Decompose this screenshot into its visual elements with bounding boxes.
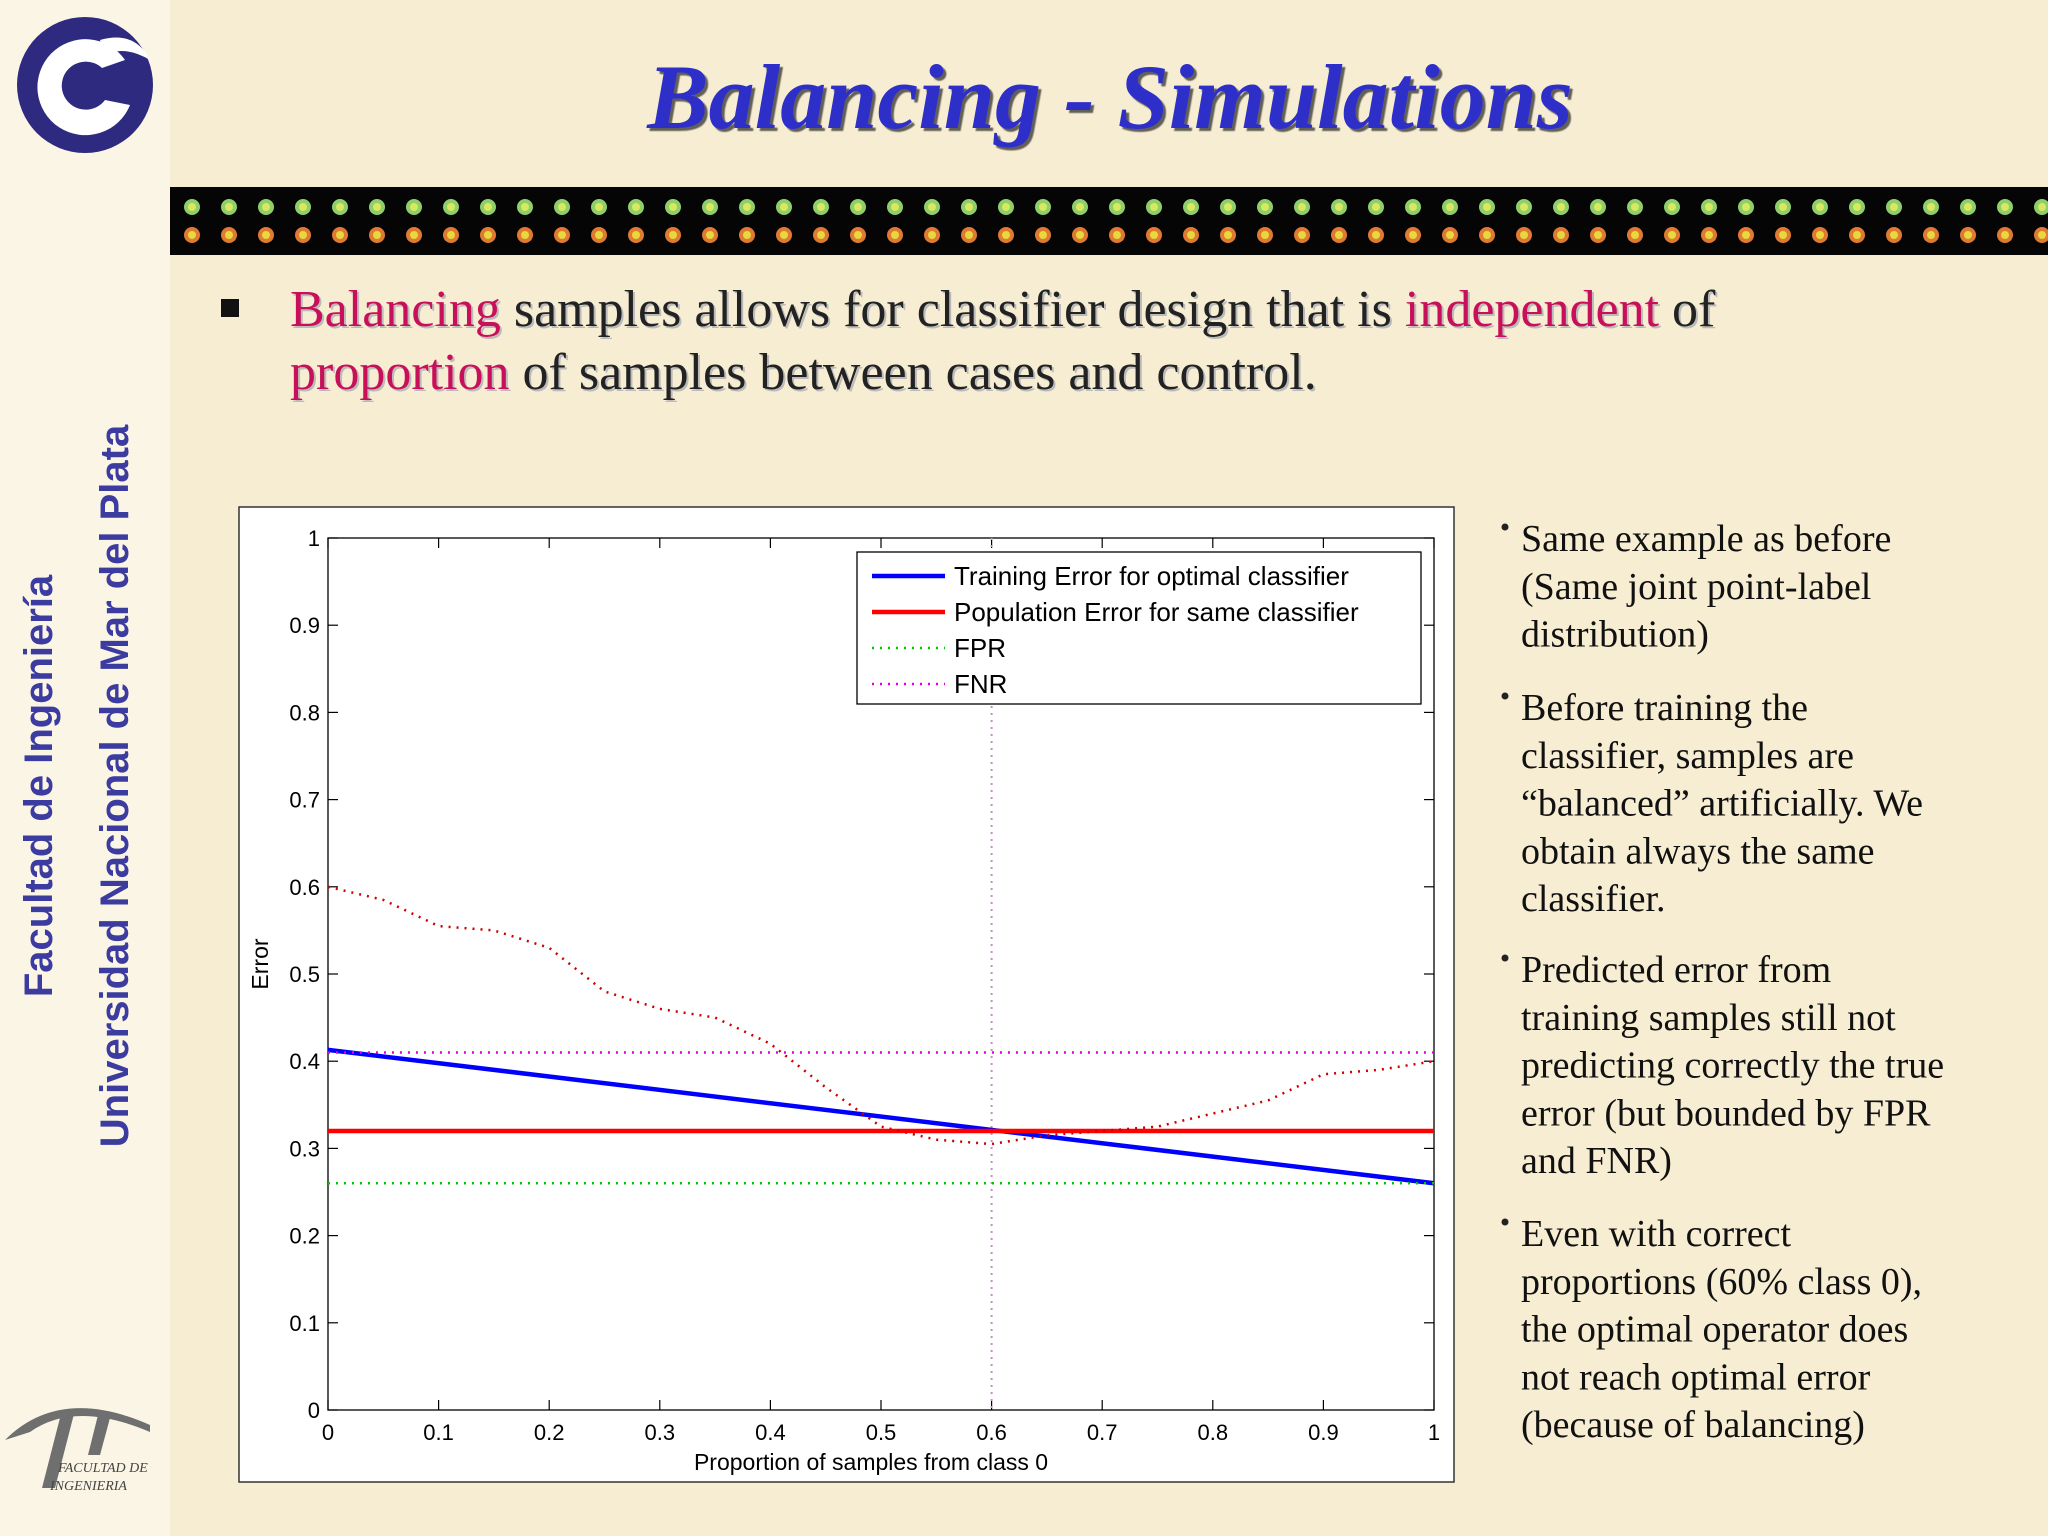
x-tick-label: 1 <box>1428 1420 1440 1445</box>
emphasis: Balancing <box>290 281 501 338</box>
y-tick-label: 0.5 <box>289 962 320 987</box>
side-text: (because of balancing) <box>1521 1404 1865 1446</box>
logo-text: FACULTAD DE <box>57 1461 148 1476</box>
side-text: predicting correctly the true <box>1521 1045 1944 1087</box>
y-tick-label: 0.2 <box>289 1224 320 1249</box>
bullet-text: Balancing samples allows for classifier … <box>290 281 1716 338</box>
side-text: Even with correct <box>1521 1213 1792 1255</box>
text-run: of samples between cases and control. <box>510 344 1317 401</box>
y-axis-label: Error <box>247 938 273 989</box>
side-text: Predicted error from <box>1521 949 1831 991</box>
sidebar-text: Universidad Nacional de Mar del Plata <box>93 424 137 1147</box>
top-logo <box>17 17 153 153</box>
x-tick-label: 0.9 <box>1308 1420 1339 1445</box>
chart: 0 0.1 0.2 0.3 0.4 0.5 0.6 0.7 0.8 0.9 1 0 0.1 0.2 0.3 0… <box>247 526 1440 1475</box>
y-tick-label: 0 <box>308 1398 320 1423</box>
emphasis: proportion <box>290 344 510 401</box>
logo-text: INGENIERIA <box>49 1479 127 1494</box>
side-text: Before training the <box>1521 687 1808 729</box>
side-text: and FNR) <box>1521 1140 1672 1182</box>
y-tick-label: 0.9 <box>289 613 320 638</box>
side-text: classifier. <box>1521 878 1666 920</box>
legend-label: Training Error for optimal classifier <box>954 561 1349 591</box>
y-tick-label: 0.3 <box>289 1136 320 1161</box>
bullet-dot <box>1501 692 1509 700</box>
bullet-text: proportion of samples between cases and … <box>290 344 1317 401</box>
legend-box <box>856 551 1422 705</box>
side-text: distribution) <box>1521 614 1709 656</box>
slide-title: Balancing - Simulations <box>646 46 1572 148</box>
side-text: not reach optimal error <box>1521 1356 1871 1398</box>
y-tick-label: 0.1 <box>289 1311 320 1336</box>
y-tick-label: 0.4 <box>289 1049 320 1074</box>
side-text: classifier, samples are <box>1521 735 1854 777</box>
series-line <box>327 885 1435 1146</box>
x-tick-label: 0.4 <box>755 1420 786 1445</box>
side-text: obtain always the same <box>1521 830 1875 872</box>
main-bullet: Balancing samples allows for classifier … <box>290 281 1716 401</box>
sidebar <box>0 0 170 1536</box>
bullet-dot <box>1501 954 1509 962</box>
text-run: samples allows for classifier design tha… <box>501 281 1405 338</box>
x-tick-label: 0.7 <box>1087 1420 1118 1445</box>
side-text: error (but bounded by FPR <box>1521 1092 1931 1134</box>
legend-label: FPR <box>954 633 1006 663</box>
side-text: training samples still not <box>1521 997 1896 1039</box>
x-tick-label: 0 <box>322 1420 334 1445</box>
y-tick-label: 0.6 <box>289 875 320 900</box>
legend-label: Population Error for same classifier <box>954 597 1359 627</box>
x-tick-label: 0.5 <box>866 1420 897 1445</box>
side-text: proportions (60% class 0), <box>1521 1261 1922 1303</box>
series-line <box>327 1047 1435 1186</box>
x-tick-label: 0.1 <box>423 1420 454 1445</box>
x-axis-label: Proportion of samples from class 0 <box>694 1449 1048 1475</box>
side-text: the optimal operator does <box>1521 1309 1908 1351</box>
x-tick-label: 0.6 <box>976 1420 1007 1445</box>
side-text: Same example as before <box>1521 518 1891 560</box>
side-bullets: Same example as before (Same joint point-… <box>1501 518 1944 1446</box>
legend-label: FNR <box>954 669 1007 699</box>
text-run: of <box>1659 281 1716 338</box>
bottom-logo: FACULTAD DE INGENIERIA <box>5 1408 150 1494</box>
sidebar-text: Facultad de Ingeniería <box>17 574 61 997</box>
emphasis: independent <box>1405 281 1660 338</box>
side-text: (Same joint point-label <box>1521 566 1871 608</box>
y-tick-label: 1 <box>308 526 320 551</box>
x-tick-label: 0.8 <box>1198 1420 1229 1445</box>
side-text: “balanced” artificially. We <box>1521 783 1923 825</box>
bullet-dot <box>1501 523 1509 531</box>
bullet-dot <box>1501 1218 1509 1226</box>
x-tick-label: 0.2 <box>534 1420 565 1445</box>
y-tick-label: 0.7 <box>289 788 320 813</box>
bullet <box>221 299 239 317</box>
x-tick-label: 0.3 <box>645 1420 676 1445</box>
image-strip <box>170 187 2048 255</box>
y-tick-label: 0.8 <box>289 700 320 725</box>
